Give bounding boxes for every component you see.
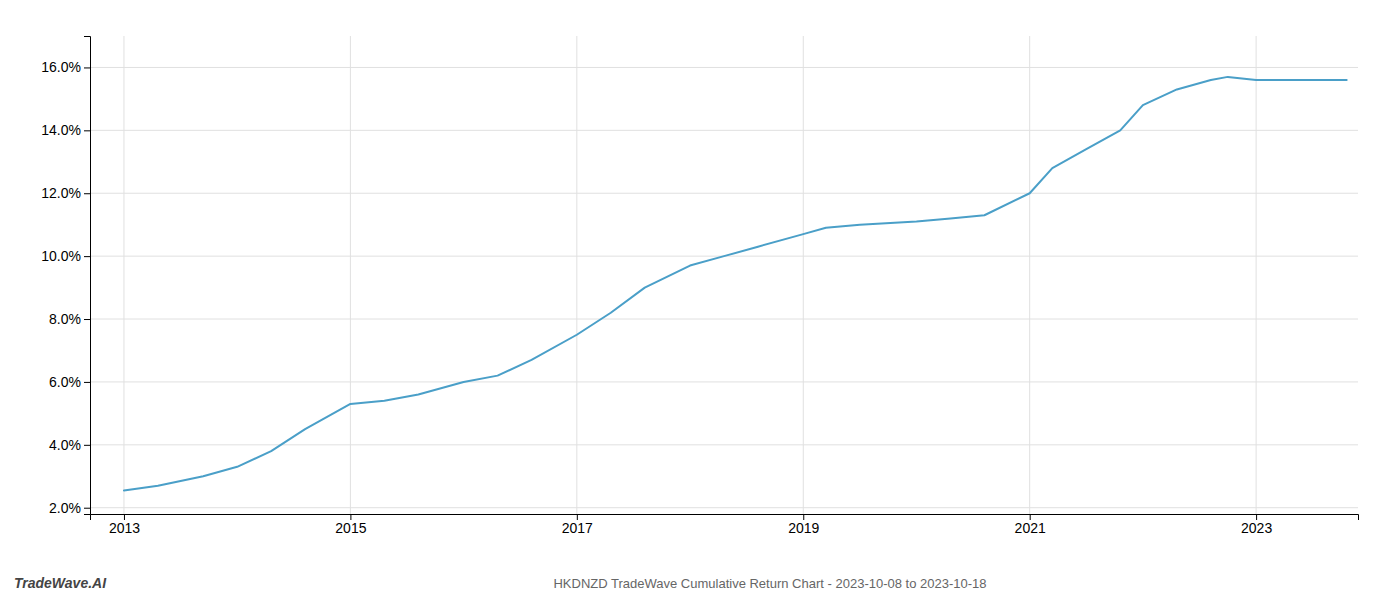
grid-line-y bbox=[90, 193, 1358, 194]
x-tick-label: 2017 bbox=[562, 520, 593, 536]
x-tick: 2015 bbox=[335, 514, 366, 536]
y-tick-label: 14.0% bbox=[41, 122, 81, 138]
x-tick-label: 2021 bbox=[1015, 520, 1046, 536]
annotation: TradeWave.AI bbox=[14, 575, 107, 591]
grid-line-y bbox=[90, 319, 1358, 320]
grid-line-x bbox=[803, 36, 804, 514]
y-tick: 8.0% bbox=[49, 311, 90, 327]
y-tick-mark bbox=[84, 193, 90, 194]
y-tick-mark bbox=[84, 508, 90, 509]
y-axis: 2.0% 4.0% 6.0% 8.0% 10.0% 12.0% 14.0% 16.0% bbox=[41, 37, 90, 516]
plot: 2013 2015 2017 2019 2021 2023 2.0% 4.0% 6.0% 8.0%… bbox=[41, 36, 1358, 536]
y-tick-mark bbox=[84, 256, 90, 257]
y-tick-mark bbox=[84, 67, 90, 68]
grid-line-y bbox=[90, 130, 1358, 131]
grid-line-x bbox=[576, 36, 577, 514]
y-tick-label: 4.0% bbox=[49, 437, 81, 453]
y-tick: 6.0% bbox=[49, 374, 90, 390]
y-tick: 14.0% bbox=[41, 122, 90, 138]
line bbox=[124, 77, 1347, 491]
y-tick: 2.0% bbox=[49, 500, 90, 516]
x-axis-line bbox=[91, 515, 1359, 521]
y-tick-label: 12.0% bbox=[41, 185, 81, 201]
x-tick-label: 2019 bbox=[788, 520, 819, 536]
y-tick: 4.0% bbox=[49, 437, 90, 453]
grid-line-x bbox=[1256, 36, 1257, 514]
y-tick-label: 2.0% bbox=[49, 500, 81, 516]
title: HKDNZD TradeWave Cumulative Return Chart… bbox=[553, 576, 986, 591]
y-tick-mark bbox=[84, 319, 90, 320]
marks bbox=[124, 77, 1347, 491]
y-axis-line bbox=[84, 37, 91, 515]
y-tick-mark bbox=[84, 382, 90, 383]
x-tick-label: 2013 bbox=[109, 520, 140, 536]
y-tick: 12.0% bbox=[41, 185, 90, 201]
y-tick-mark bbox=[84, 445, 90, 446]
y-tick: 16.0% bbox=[41, 59, 90, 75]
x-tick: 2017 bbox=[562, 514, 593, 536]
grid-line-y bbox=[90, 67, 1358, 68]
grid-line-y bbox=[90, 381, 1358, 382]
x-tick: 2021 bbox=[1015, 514, 1046, 536]
x-axis: 2013 2015 2017 2019 2021 2023 bbox=[91, 514, 1359, 536]
y-tick-label: 16.0% bbox=[41, 59, 81, 75]
y-tick-label: 8.0% bbox=[49, 311, 81, 327]
x-tick-label: 2015 bbox=[335, 520, 366, 536]
x-tick: 2019 bbox=[788, 514, 819, 536]
x-tick: 2023 bbox=[1241, 514, 1272, 536]
y-tick: 10.0% bbox=[41, 248, 90, 264]
y-tick-label: 10.0% bbox=[41, 248, 81, 264]
y-tick-mark bbox=[84, 130, 90, 131]
grid-line-x bbox=[350, 36, 351, 514]
x-tick: 2013 bbox=[109, 514, 140, 536]
y-tick-label: 6.0% bbox=[49, 374, 81, 390]
grid-line-x bbox=[1029, 36, 1030, 514]
chart: 2013 2015 2017 2019 2021 2023 2.0% 4.0% 6.0% 8.0%… bbox=[0, 0, 1400, 600]
grid bbox=[90, 36, 1358, 514]
grid-line-x bbox=[123, 36, 124, 514]
x-tick-label: 2023 bbox=[1241, 520, 1272, 536]
grid-line-y bbox=[90, 507, 1358, 508]
